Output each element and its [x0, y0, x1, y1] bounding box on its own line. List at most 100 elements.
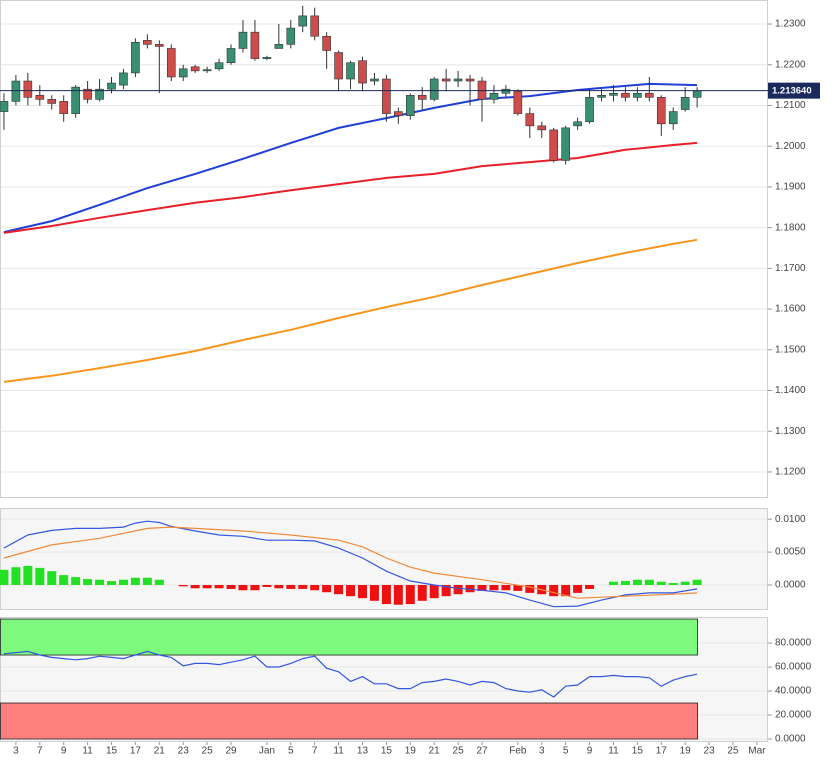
x-tick-label: 23 [178, 746, 190, 757]
x-tick-label: 7 [312, 746, 318, 757]
x-tick-label: 17 [130, 746, 142, 757]
histogram-bar [0, 569, 9, 585]
candle-body [310, 15, 319, 37]
indicator-line [3, 238, 698, 383]
histogram-bar [118, 579, 128, 585]
histogram-bar [525, 584, 535, 593]
x-tick-label: 15 [632, 746, 644, 757]
candle-body [47, 99, 57, 104]
y-tick-label: 60.0000 [775, 662, 812, 673]
x-tick-label: 19 [405, 746, 417, 757]
histogram-bar [23, 565, 33, 585]
histogram-bar [477, 584, 487, 591]
histogram-bar [250, 584, 260, 591]
histogram-bar [322, 584, 332, 593]
histogram-bar [214, 584, 224, 589]
x-tick-label: 7 [37, 746, 43, 757]
histogram-bar [489, 584, 499, 591]
candle-body [394, 111, 403, 116]
candle-body [155, 44, 164, 47]
candle-body [83, 88, 92, 100]
x-tick-label: 15 [106, 746, 118, 757]
histogram-bar [83, 579, 93, 585]
last-price-box [768, 82, 820, 99]
candle-body [441, 78, 451, 82]
x-tick-label: 17 [656, 746, 668, 757]
histogram-bar [130, 577, 140, 585]
y-tick-label: 1.1900 [775, 182, 806, 193]
histogram-bar [513, 584, 523, 591]
candle-body [95, 88, 104, 100]
candle-body [226, 48, 236, 64]
candle-body [585, 97, 594, 123]
indicator-line [3, 526, 698, 599]
indicator-line [3, 141, 698, 234]
candle-body [178, 68, 188, 78]
x-tick-label: 3 [539, 746, 545, 757]
candle-body [262, 57, 272, 59]
candle-body [465, 78, 475, 82]
candle-body [107, 82, 116, 90]
rsi-band [0, 618, 699, 656]
x-tick-label: 3 [13, 746, 19, 757]
candle-body [561, 127, 570, 161]
x-tick-label: 23 [704, 746, 716, 757]
y-tick-label: 1.2300 [775, 19, 806, 30]
histogram-bar [238, 584, 248, 591]
histogram-bar [190, 584, 200, 589]
histogram-bar [381, 584, 391, 605]
candle-body [119, 72, 128, 86]
candle-body [35, 94, 45, 100]
x-tick-label: 5 [288, 746, 294, 757]
y-tick-label: 1.1400 [775, 385, 806, 396]
y-tick-label: 80.0000 [775, 638, 812, 649]
indicator-line [3, 82, 698, 234]
candle-body [513, 90, 523, 114]
panel [0, 0, 768, 498]
x-tick-label: 5 [563, 746, 569, 757]
candle-body [501, 88, 511, 94]
x-tick-label: 19 [680, 746, 692, 757]
x-tick-label: 29 [225, 746, 237, 757]
histogram-bar [47, 571, 57, 585]
histogram-bar [142, 577, 152, 585]
y-tick-label: 1.1200 [775, 467, 806, 478]
x-tick-label: 21 [429, 746, 441, 757]
histogram-bar [692, 579, 702, 585]
histogram-bar [71, 577, 81, 585]
y-tick-label: 20.0000 [775, 710, 812, 721]
histogram-bar [453, 584, 463, 595]
x-tick-label: 11 [333, 746, 344, 757]
candle-body [71, 86, 80, 114]
histogram-bar [549, 584, 559, 597]
candle-body [59, 101, 69, 114]
y-tick-label: 1.1500 [775, 344, 806, 355]
y-tick-label: 1.1700 [775, 263, 806, 274]
y-tick-label: 0.0100 [775, 514, 806, 525]
candle-body [537, 125, 547, 131]
candle-body [131, 42, 140, 74]
x-tick-label: 9 [61, 746, 67, 757]
candle-body [346, 62, 355, 80]
y-tick-label: 1.2200 [775, 59, 806, 70]
candle-body [680, 97, 690, 110]
y-tick-label: 1.2100 [775, 100, 806, 111]
rsi-band [0, 702, 699, 740]
candle-body [0, 101, 9, 112]
histogram-bar [226, 584, 236, 589]
candle-body [417, 94, 427, 100]
candle-body [573, 121, 582, 127]
candle-body [274, 44, 284, 49]
candle-body [633, 92, 642, 98]
candle-body [214, 62, 224, 70]
x-tick-label: Feb [509, 746, 527, 757]
histogram-bar [95, 579, 105, 585]
y-tick-label: 1.1800 [775, 222, 806, 233]
last-price-label: 1.213640 [772, 86, 812, 97]
candle-body [668, 111, 678, 125]
histogram-bar [35, 567, 45, 585]
candle-body [621, 92, 630, 98]
x-tick-label: 13 [357, 746, 369, 757]
histogram-bar [417, 584, 427, 601]
y-tick-label: 1.2000 [775, 141, 806, 152]
